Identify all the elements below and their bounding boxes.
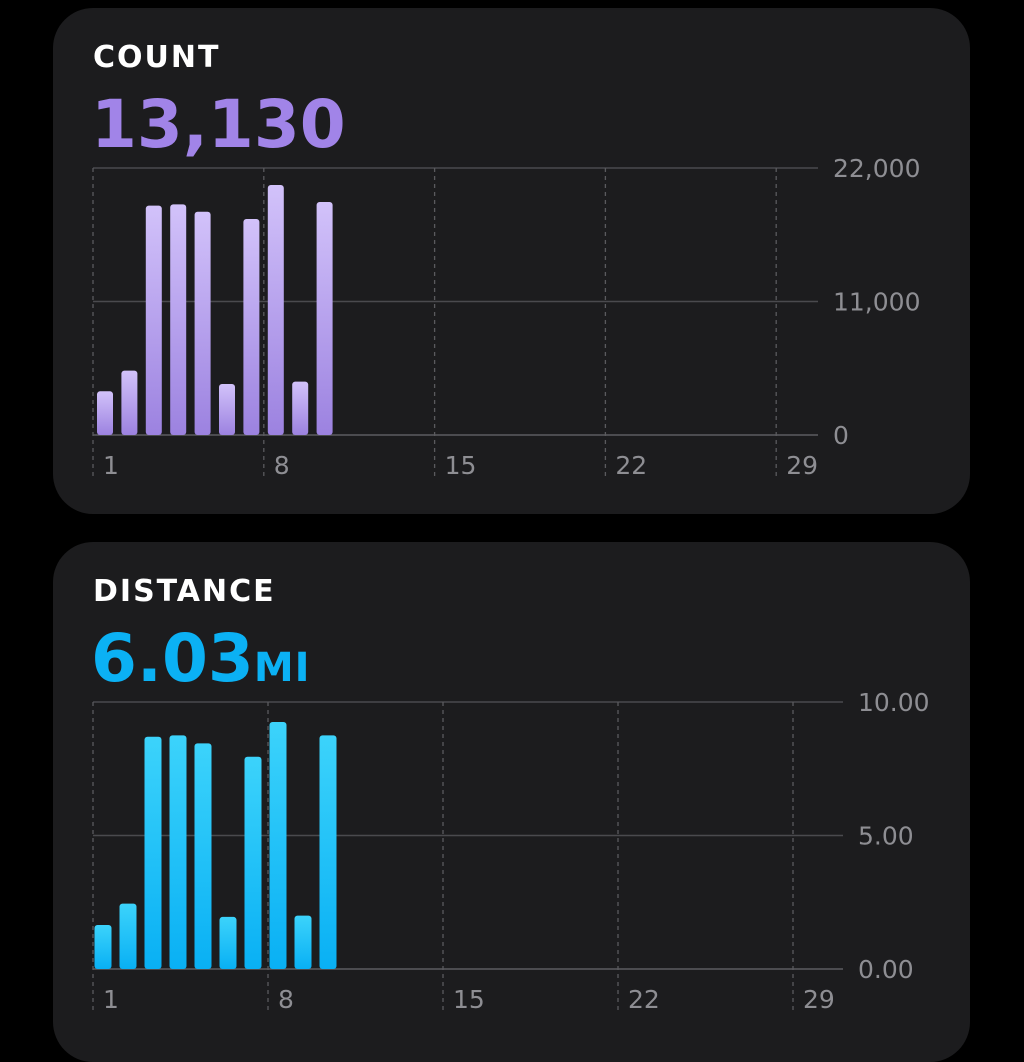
distance-chart: 10.00 5.00 0.00 1 8 15 22 29 xyxy=(92,688,930,1014)
card-title: DISTANCE xyxy=(93,574,276,609)
distance-card[interactable]: DISTANCE 6.03MI 10.00 5.00 0.00 1 8 15 22 29 xyxy=(53,542,970,1062)
bar-day-2[interactable] xyxy=(119,903,137,969)
bar-day-9[interactable] xyxy=(294,915,312,969)
y-tick-label: 5.00 xyxy=(858,822,914,851)
bar-day-5[interactable] xyxy=(194,211,211,435)
card-value: 13,130 xyxy=(91,86,346,163)
bar-day-10[interactable] xyxy=(316,201,333,435)
y-tick-label: 0 xyxy=(833,421,849,450)
x-tick-label: 15 xyxy=(445,451,477,480)
y-tick-label: 11,000 xyxy=(833,288,920,317)
bar-day-8[interactable] xyxy=(269,722,287,969)
bar-day-9[interactable] xyxy=(292,381,309,435)
y-tick-label: 22,000 xyxy=(833,154,920,183)
x-tick-label: 1 xyxy=(103,451,119,480)
steps-count-chart: 22,000 11,000 0 1 8 15 22 29 xyxy=(92,154,920,480)
bar-day-3[interactable] xyxy=(145,205,162,435)
y-tick-label: 10.00 xyxy=(858,688,930,717)
count-card[interactable]: COUNT 13,130 22,000 11,000 0 1 8 15 22 29 xyxy=(53,8,970,514)
value-number: 13,130 xyxy=(91,86,346,163)
bar-day-3[interactable] xyxy=(144,736,162,969)
x-tick-label: 15 xyxy=(453,985,485,1014)
y-tick-label: 0.00 xyxy=(858,955,914,984)
x-tick-label: 29 xyxy=(786,451,818,480)
card-value: 6.03MI xyxy=(91,620,311,697)
x-tick-label: 8 xyxy=(278,985,294,1014)
value-unit: MI xyxy=(253,645,311,691)
card-title: COUNT xyxy=(93,40,221,75)
bar-day-6[interactable] xyxy=(219,916,237,969)
bar-day-6[interactable] xyxy=(219,384,235,435)
bar-day-8[interactable] xyxy=(267,184,284,435)
bar-day-5[interactable] xyxy=(194,743,212,969)
bar-day-10[interactable] xyxy=(319,735,337,969)
x-tick-label: 22 xyxy=(628,985,660,1014)
bar-day-7[interactable] xyxy=(244,756,262,969)
bar-day-1[interactable] xyxy=(94,924,112,969)
x-tick-label: 22 xyxy=(615,451,647,480)
bar-day-2[interactable] xyxy=(121,370,138,435)
value-number: 6.03 xyxy=(91,620,254,697)
x-tick-label: 1 xyxy=(103,985,119,1014)
bar-day-4[interactable] xyxy=(170,204,187,435)
bar-day-4[interactable] xyxy=(169,735,187,969)
bar-day-7[interactable] xyxy=(243,218,260,435)
bar-day-1[interactable] xyxy=(97,391,113,435)
x-tick-label: 8 xyxy=(274,451,290,480)
x-tick-label: 29 xyxy=(803,985,835,1014)
